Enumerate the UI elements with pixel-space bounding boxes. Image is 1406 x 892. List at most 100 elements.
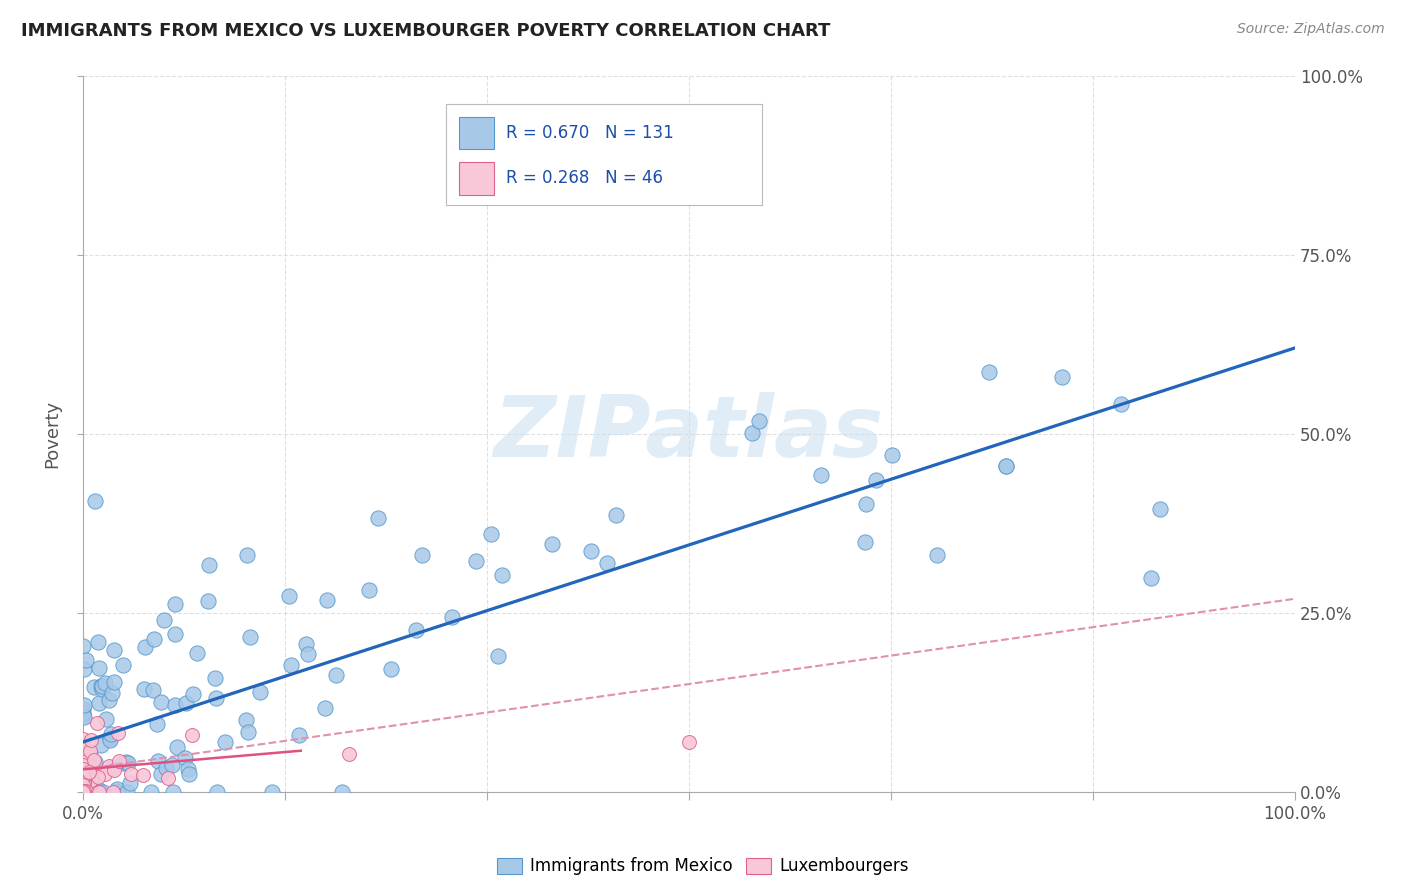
Point xyxy=(91,679,114,693)
Point xyxy=(72,741,94,756)
Point xyxy=(75,653,97,667)
Point xyxy=(741,425,763,440)
Point xyxy=(72,708,94,723)
Point xyxy=(337,747,360,762)
Point xyxy=(165,597,187,611)
Point xyxy=(94,712,117,726)
Point xyxy=(380,662,402,676)
Point xyxy=(150,695,173,709)
Point xyxy=(77,771,100,785)
Point xyxy=(89,785,111,799)
Point xyxy=(77,785,100,799)
Point xyxy=(142,683,165,698)
Point xyxy=(146,717,169,731)
Point xyxy=(853,535,876,549)
Point xyxy=(160,758,183,772)
Point xyxy=(115,785,138,799)
Point xyxy=(73,762,96,776)
Point xyxy=(295,637,318,651)
Point xyxy=(1109,397,1132,411)
Point xyxy=(115,755,138,769)
Point xyxy=(72,757,94,772)
Point xyxy=(72,785,94,799)
Point xyxy=(316,593,339,607)
Point xyxy=(1140,570,1163,584)
Point xyxy=(153,613,176,627)
Point xyxy=(163,698,186,712)
Point xyxy=(479,527,502,541)
Point xyxy=(581,543,603,558)
Point xyxy=(97,692,120,706)
Point xyxy=(112,658,135,673)
Point xyxy=(87,696,110,710)
Point xyxy=(205,690,228,705)
Point xyxy=(76,785,98,799)
Text: Source: ZipAtlas.com: Source: ZipAtlas.com xyxy=(1237,22,1385,37)
Point xyxy=(87,784,110,798)
Point xyxy=(111,756,134,770)
Point xyxy=(163,627,186,641)
Point xyxy=(94,675,117,690)
Point xyxy=(142,632,165,647)
Point xyxy=(314,700,336,714)
Point xyxy=(197,558,219,572)
Point xyxy=(994,458,1017,473)
Point xyxy=(90,679,112,693)
Point xyxy=(280,658,302,673)
Point xyxy=(72,762,94,776)
Point xyxy=(72,759,94,773)
Point xyxy=(72,732,94,747)
Point xyxy=(155,761,177,775)
Point xyxy=(925,548,948,562)
Point xyxy=(83,753,105,767)
Point xyxy=(73,774,96,789)
Point xyxy=(287,728,309,742)
Point xyxy=(72,758,94,772)
Point xyxy=(367,511,389,525)
Point xyxy=(994,459,1017,474)
Point xyxy=(180,728,202,742)
Point xyxy=(108,754,131,768)
Point xyxy=(1050,369,1073,384)
Point xyxy=(73,776,96,790)
Point xyxy=(98,731,121,746)
Point xyxy=(325,668,347,682)
Point xyxy=(76,747,98,761)
Point xyxy=(84,755,107,769)
Point xyxy=(176,696,198,710)
Point xyxy=(236,548,259,562)
Point xyxy=(72,769,94,783)
Point xyxy=(148,754,170,768)
Point xyxy=(91,785,114,799)
Point xyxy=(73,662,96,676)
Point xyxy=(359,582,381,597)
Point xyxy=(486,649,509,664)
Point xyxy=(405,623,427,637)
Point xyxy=(72,702,94,716)
Point xyxy=(72,760,94,774)
Point xyxy=(186,646,208,660)
Point xyxy=(84,493,107,508)
Y-axis label: Poverty: Poverty xyxy=(44,400,60,468)
Point xyxy=(107,725,129,739)
Point xyxy=(238,725,260,739)
Point xyxy=(595,557,617,571)
Point xyxy=(855,497,877,511)
Point xyxy=(72,749,94,764)
Point xyxy=(75,771,97,785)
Point xyxy=(98,758,121,772)
Point xyxy=(441,609,464,624)
Point xyxy=(166,740,188,755)
Point xyxy=(76,783,98,797)
Point xyxy=(72,706,94,720)
Point xyxy=(411,548,433,562)
Point xyxy=(84,785,107,799)
Point xyxy=(90,681,112,696)
Point xyxy=(100,727,122,741)
Point xyxy=(100,686,122,700)
Point xyxy=(197,594,219,608)
Text: IMMIGRANTS FROM MEXICO VS LUXEMBOURGER POVERTY CORRELATION CHART: IMMIGRANTS FROM MEXICO VS LUXEMBOURGER P… xyxy=(21,22,831,40)
Point xyxy=(87,783,110,797)
Point xyxy=(77,764,100,779)
Point xyxy=(464,553,486,567)
